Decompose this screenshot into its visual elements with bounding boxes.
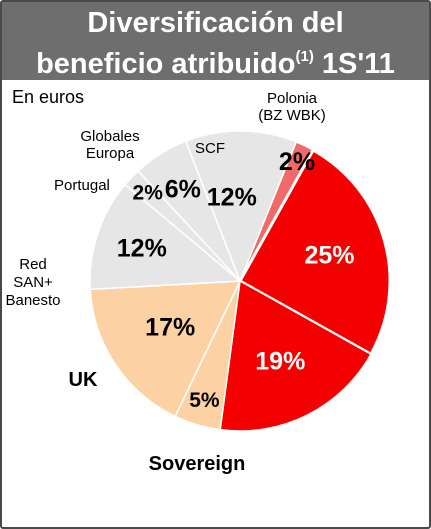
pie-category-label-1: Polonia (BZ WBK)	[258, 90, 326, 124]
pie-category-label-9: SCF	[195, 140, 225, 157]
pie-category-label-line: Globales	[80, 128, 139, 145]
pie-category-label-line: Sovereign	[149, 453, 246, 475]
pie-category-label-line: (BZ WBK)	[258, 107, 326, 124]
pie-category-labels: Polonia (BZ WBK) Sovereign UK Red SAN+ Banesto…	[5, 90, 325, 475]
pie-percent-label-8: 6%	[165, 175, 201, 203]
pie-category-label-line: Polonia	[267, 90, 318, 107]
pie-slice-2	[238, 148, 392, 356]
pie-percent-label-6: 12%	[117, 234, 167, 262]
pie-category-label-6: Red SAN+ Banesto	[5, 256, 60, 309]
pie-percent-label-9: 12%	[207, 183, 257, 211]
pie-category-label-line: SAN+	[13, 274, 53, 291]
pie-percent-label-3: 19%	[255, 348, 305, 376]
pie-category-label-line: Banesto	[5, 292, 60, 309]
chart-header: Diversificación del beneficio atribuido(…	[2, 2, 429, 80]
chart-title-note: (1)	[295, 48, 314, 65]
pie-slice-5	[89, 280, 241, 418]
pie-percent-label-1: 2%	[279, 148, 315, 176]
pie-percent-label-2: 25%	[304, 242, 354, 270]
pie-category-label-7: Portugal	[54, 177, 110, 194]
pie-percent-label-4: 5%	[189, 389, 220, 412]
pie-category-label-5: UK	[69, 369, 98, 391]
pie-percent-label-5: 17%	[145, 314, 195, 342]
chart-title-line1: Diversificación del	[87, 7, 344, 39]
pie-category-label-8: Globales Europa	[80, 128, 139, 162]
chart-title-line2: beneficio atribuido(1) 1S'11	[2, 40, 429, 81]
chart-title-line2-text: beneficio atribuido	[36, 48, 296, 80]
pie-percent-labels: 2%25%19%5%17%12%2% 6% 12%	[117, 148, 355, 412]
pie-category-label-4: Sovereign	[149, 453, 246, 475]
pie-slice-6	[89, 183, 241, 291]
pie-category-label-line: Portugal	[54, 177, 110, 194]
pie-slices	[89, 130, 392, 432]
pie-slice-3	[219, 280, 372, 432]
pie-percent-label-7: 2%	[133, 182, 164, 205]
unit-label: En euros	[12, 87, 85, 107]
pie-slice-9	[185, 130, 297, 282]
pie-category-label-line: UK	[69, 369, 98, 391]
pie-category-label-line: Europa	[86, 145, 135, 162]
chart-title-period: 1S'11	[313, 48, 395, 80]
pie-category-label-line: Red	[19, 256, 47, 273]
pie-category-label-line: SCF	[195, 140, 225, 157]
